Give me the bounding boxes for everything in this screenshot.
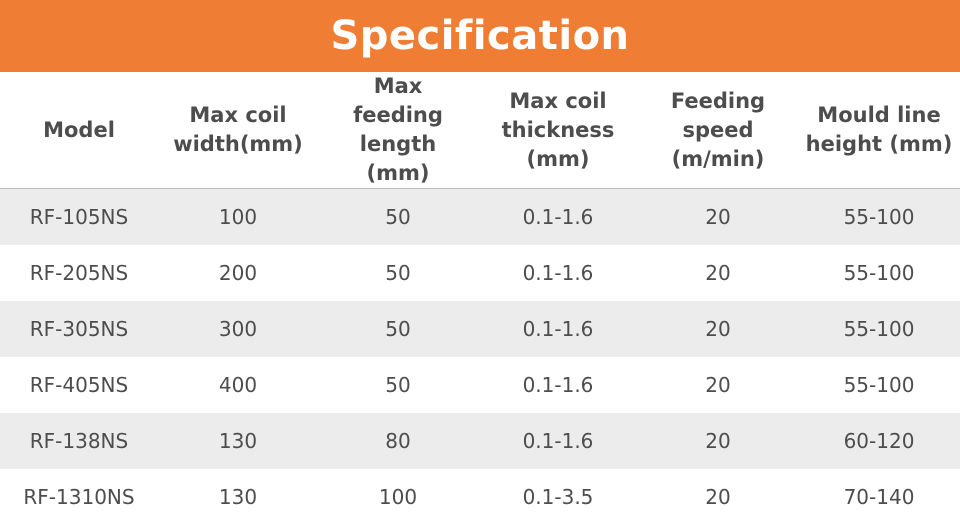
- cell-max-coil-width: 130: [158, 413, 318, 469]
- cell-mould-line-height: 55-100: [798, 245, 960, 301]
- cell-max-feeding-length: 50: [318, 357, 478, 413]
- cell-mould-line-height: 60-120: [798, 413, 960, 469]
- cell-max-feeding-length: 50: [318, 189, 478, 246]
- header-max-feeding-length: Max feeding length (mm): [318, 72, 478, 189]
- cell-model: RF-405NS: [0, 357, 158, 413]
- cell-model: RF-105NS: [0, 189, 158, 246]
- cell-max-feeding-length: 80: [318, 413, 478, 469]
- header-max-coil-width: Max coil width(mm): [158, 72, 318, 189]
- header-mould-line-height: Mould line height (mm): [798, 72, 960, 189]
- cell-mould-line-height: 55-100: [798, 357, 960, 413]
- cell-mould-line-height: 70-140: [798, 469, 960, 524]
- cell-model: RF-138NS: [0, 413, 158, 469]
- cell-max-coil-thickness: 0.1-1.6: [478, 413, 638, 469]
- cell-max-coil-width: 200: [158, 245, 318, 301]
- table-header: Model Max coil width(mm) Max feeding len…: [0, 72, 960, 189]
- cell-max-coil-thickness: 0.1-1.6: [478, 357, 638, 413]
- cell-max-coil-width: 130: [158, 469, 318, 524]
- spec-table: Model Max coil width(mm) Max feeding len…: [0, 72, 960, 524]
- header-model: Model: [0, 72, 158, 189]
- page-title: Specification: [330, 13, 629, 59]
- table-row: RF-1310NS 130 100 0.1-3.5 20 70-140: [0, 469, 960, 524]
- cell-feeding-speed: 20: [638, 469, 798, 524]
- title-banner: Specification: [0, 0, 960, 72]
- cell-feeding-speed: 20: [638, 245, 798, 301]
- cell-max-coil-thickness: 0.1-3.5: [478, 469, 638, 524]
- cell-feeding-speed: 20: [638, 189, 798, 246]
- table-row: RF-305NS 300 50 0.1-1.6 20 55-100: [0, 301, 960, 357]
- cell-mould-line-height: 55-100: [798, 189, 960, 246]
- cell-mould-line-height: 55-100: [798, 301, 960, 357]
- header-feeding-speed: Feeding speed (m/min): [638, 72, 798, 189]
- cell-max-coil-thickness: 0.1-1.6: [478, 301, 638, 357]
- header-row: Model Max coil width(mm) Max feeding len…: [0, 72, 960, 189]
- cell-max-coil-width: 100: [158, 189, 318, 246]
- cell-max-feeding-length: 50: [318, 245, 478, 301]
- cell-feeding-speed: 20: [638, 413, 798, 469]
- table-body: RF-105NS 100 50 0.1-1.6 20 55-100 RF-205…: [0, 189, 960, 524]
- cell-feeding-speed: 20: [638, 357, 798, 413]
- cell-max-coil-width: 400: [158, 357, 318, 413]
- cell-model: RF-1310NS: [0, 469, 158, 524]
- table-row: RF-205NS 200 50 0.1-1.6 20 55-100: [0, 245, 960, 301]
- cell-model: RF-205NS: [0, 245, 158, 301]
- table-row: RF-405NS 400 50 0.1-1.6 20 55-100: [0, 357, 960, 413]
- cell-feeding-speed: 20: [638, 301, 798, 357]
- cell-max-coil-thickness: 0.1-1.6: [478, 245, 638, 301]
- cell-model: RF-305NS: [0, 301, 158, 357]
- header-max-coil-thickness: Max coil thickness (mm): [478, 72, 638, 189]
- cell-max-feeding-length: 50: [318, 301, 478, 357]
- table-row: RF-138NS 130 80 0.1-1.6 20 60-120: [0, 413, 960, 469]
- spec-page: Specification Model Max coil width(mm) M…: [0, 0, 960, 510]
- cell-max-coil-width: 300: [158, 301, 318, 357]
- cell-max-coil-thickness: 0.1-1.6: [478, 189, 638, 246]
- table-row: RF-105NS 100 50 0.1-1.6 20 55-100: [0, 189, 960, 246]
- cell-max-feeding-length: 100: [318, 469, 478, 524]
